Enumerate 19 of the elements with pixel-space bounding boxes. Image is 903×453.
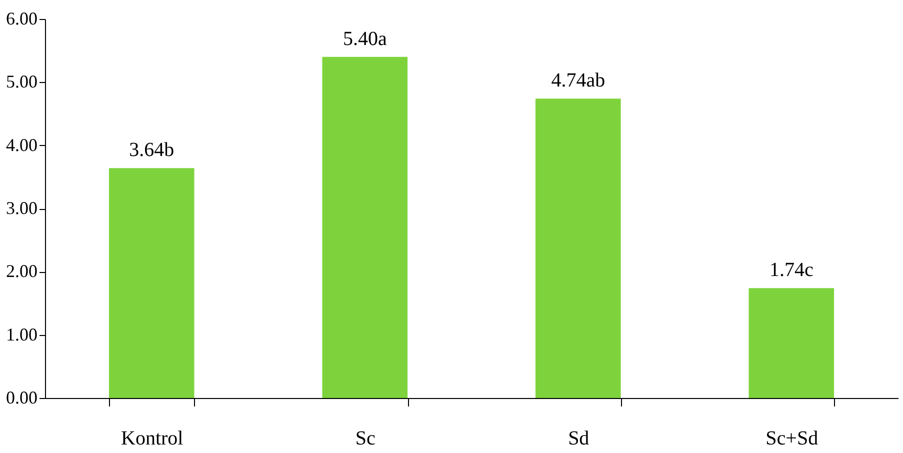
y-tick-label: 2.00 xyxy=(6,261,38,282)
bar xyxy=(108,168,194,398)
y-tick-label: 1.00 xyxy=(6,324,38,344)
x-tick-label: Sd xyxy=(568,428,590,450)
x-tick-label: Sc xyxy=(355,428,376,450)
y-tick-label: 6.00 xyxy=(6,8,38,28)
x-tick-label: Sc+Sd xyxy=(766,428,818,450)
bar xyxy=(535,98,621,398)
data-label: 4.74ab xyxy=(551,70,606,92)
y-tick-label: 4.00 xyxy=(6,134,38,155)
data-label: 5.40a xyxy=(342,28,387,50)
x-tick-label: Kontrol xyxy=(121,428,184,450)
bar xyxy=(322,56,408,398)
y-tick-label: 0.00 xyxy=(6,388,38,408)
data-label: 1.74c xyxy=(769,259,814,282)
y-tick-label: 3.00 xyxy=(6,198,38,218)
data-label: 3.64b xyxy=(129,139,174,162)
bar xyxy=(748,288,834,398)
y-tick-label: 5.00 xyxy=(6,72,38,92)
